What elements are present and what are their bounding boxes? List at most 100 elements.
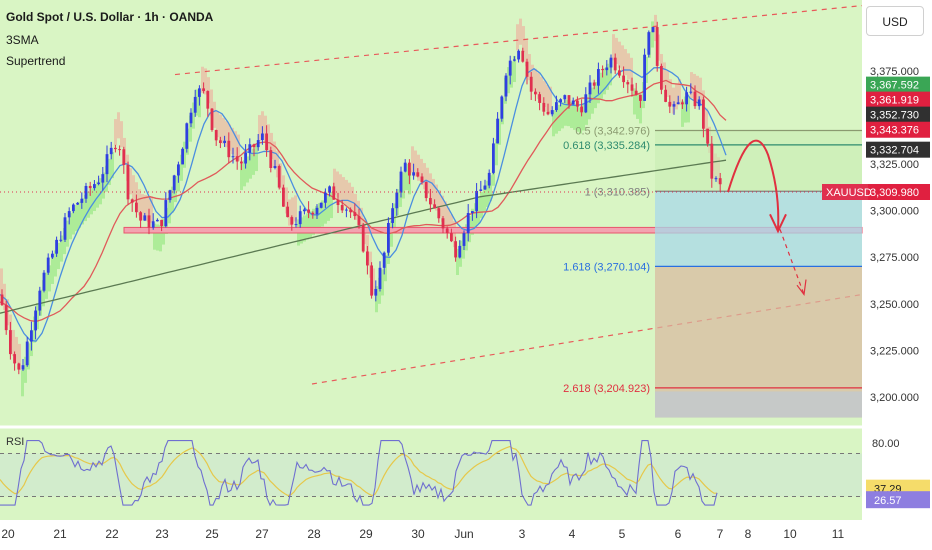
candle: [4, 300, 8, 335]
candle: [697, 96, 701, 110]
price-tag-1: [866, 91, 930, 108]
candle: [156, 218, 159, 222]
x-tick-label: 10: [783, 527, 797, 541]
candle: [298, 205, 302, 228]
candle: [718, 172, 722, 192]
candle: [676, 95, 680, 105]
candle: [588, 75, 592, 103]
candle: [508, 55, 512, 85]
candle: [672, 101, 676, 115]
candles: [0, 21, 722, 375]
candle: [525, 58, 529, 85]
candle: [202, 82, 205, 94]
candle: [647, 30, 651, 58]
candle: [38, 286, 42, 316]
rsi-indicator-label[interactable]: RSI: [6, 436, 25, 448]
fib-label-4: 2.618 (3,204.923): [563, 383, 650, 395]
x-tick-label: 22: [105, 527, 119, 541]
candle: [437, 206, 441, 223]
fib-label-2: 1 (3,310.385): [585, 186, 650, 198]
candle: [458, 240, 462, 259]
candle: [282, 184, 285, 207]
candle: [269, 146, 273, 173]
candle: [55, 236, 58, 257]
candle: [160, 219, 163, 232]
candle: [286, 201, 289, 218]
candle: [143, 212, 147, 221]
indicator-sma-label[interactable]: 3SMA: [6, 33, 39, 47]
candle: [206, 90, 210, 117]
rsi-signal-tag: [866, 491, 930, 509]
candle: [307, 201, 310, 219]
chart-title: Gold Spot / U.S. Dollar · 1h · OANDA: [6, 10, 214, 24]
candle: [374, 280, 378, 302]
candle: [626, 79, 630, 94]
candle: [479, 180, 483, 192]
candle: [416, 168, 420, 178]
arrowhead-2: [796, 279, 807, 297]
candle: [277, 164, 281, 190]
candle: [303, 207, 306, 215]
candle: [84, 182, 88, 203]
candle: [59, 231, 63, 243]
candle: [80, 192, 84, 209]
x-tick-label: 6: [675, 527, 682, 541]
x-tick-label: 7: [717, 527, 724, 541]
candle: [105, 145, 109, 183]
candle: [361, 222, 365, 253]
x-tick-label: Jun: [454, 527, 473, 541]
candle: [395, 188, 399, 216]
candle: [63, 212, 67, 242]
candle: [130, 198, 134, 212]
candle: [231, 147, 235, 164]
sma-mid-line: [0, 79, 727, 323]
candle: [550, 106, 554, 117]
candle: [496, 112, 499, 144]
candle: [97, 175, 100, 186]
candle: [366, 245, 369, 275]
supertrend-band: [0, 14, 720, 397]
candle: [584, 87, 588, 114]
candle: [265, 125, 268, 157]
candle: [248, 138, 252, 161]
candle: [21, 358, 25, 371]
candle: [433, 199, 436, 209]
rsi-signal-line: [0, 445, 717, 497]
projection-arrow-2: [779, 229, 805, 295]
candle: [420, 173, 424, 185]
candle: [668, 95, 672, 114]
candle: [618, 65, 621, 78]
candle: [101, 166, 105, 191]
candle: [227, 132, 231, 164]
fib-label-0: 0.5 (3,342.976): [575, 126, 650, 138]
price-tag-label-0: 3,367.592: [870, 80, 919, 92]
candle: [445, 226, 449, 239]
candle: [546, 103, 550, 116]
candle: [613, 53, 617, 74]
candle: [605, 60, 609, 76]
candle: [345, 207, 348, 218]
candle: [601, 65, 604, 78]
price-tag-0: [866, 76, 930, 93]
candle: [328, 185, 331, 197]
candle: [651, 26, 655, 33]
candle: [592, 79, 596, 90]
candle: [521, 47, 525, 63]
candle: [139, 211, 142, 228]
candle: [114, 144, 117, 153]
candle: [223, 135, 226, 147]
candle: [118, 145, 121, 156]
candle: [357, 208, 361, 229]
currency-button[interactable]: USD: [866, 6, 924, 36]
candle: [147, 208, 151, 235]
indicator-supertrend-label[interactable]: Supertrend: [6, 54, 66, 68]
candle: [319, 202, 323, 209]
candle: [492, 137, 495, 175]
candle: [311, 211, 315, 219]
candle: [487, 169, 491, 189]
candle: [0, 289, 4, 306]
candle: [424, 181, 428, 202]
x-tick-label: 30: [411, 527, 425, 541]
